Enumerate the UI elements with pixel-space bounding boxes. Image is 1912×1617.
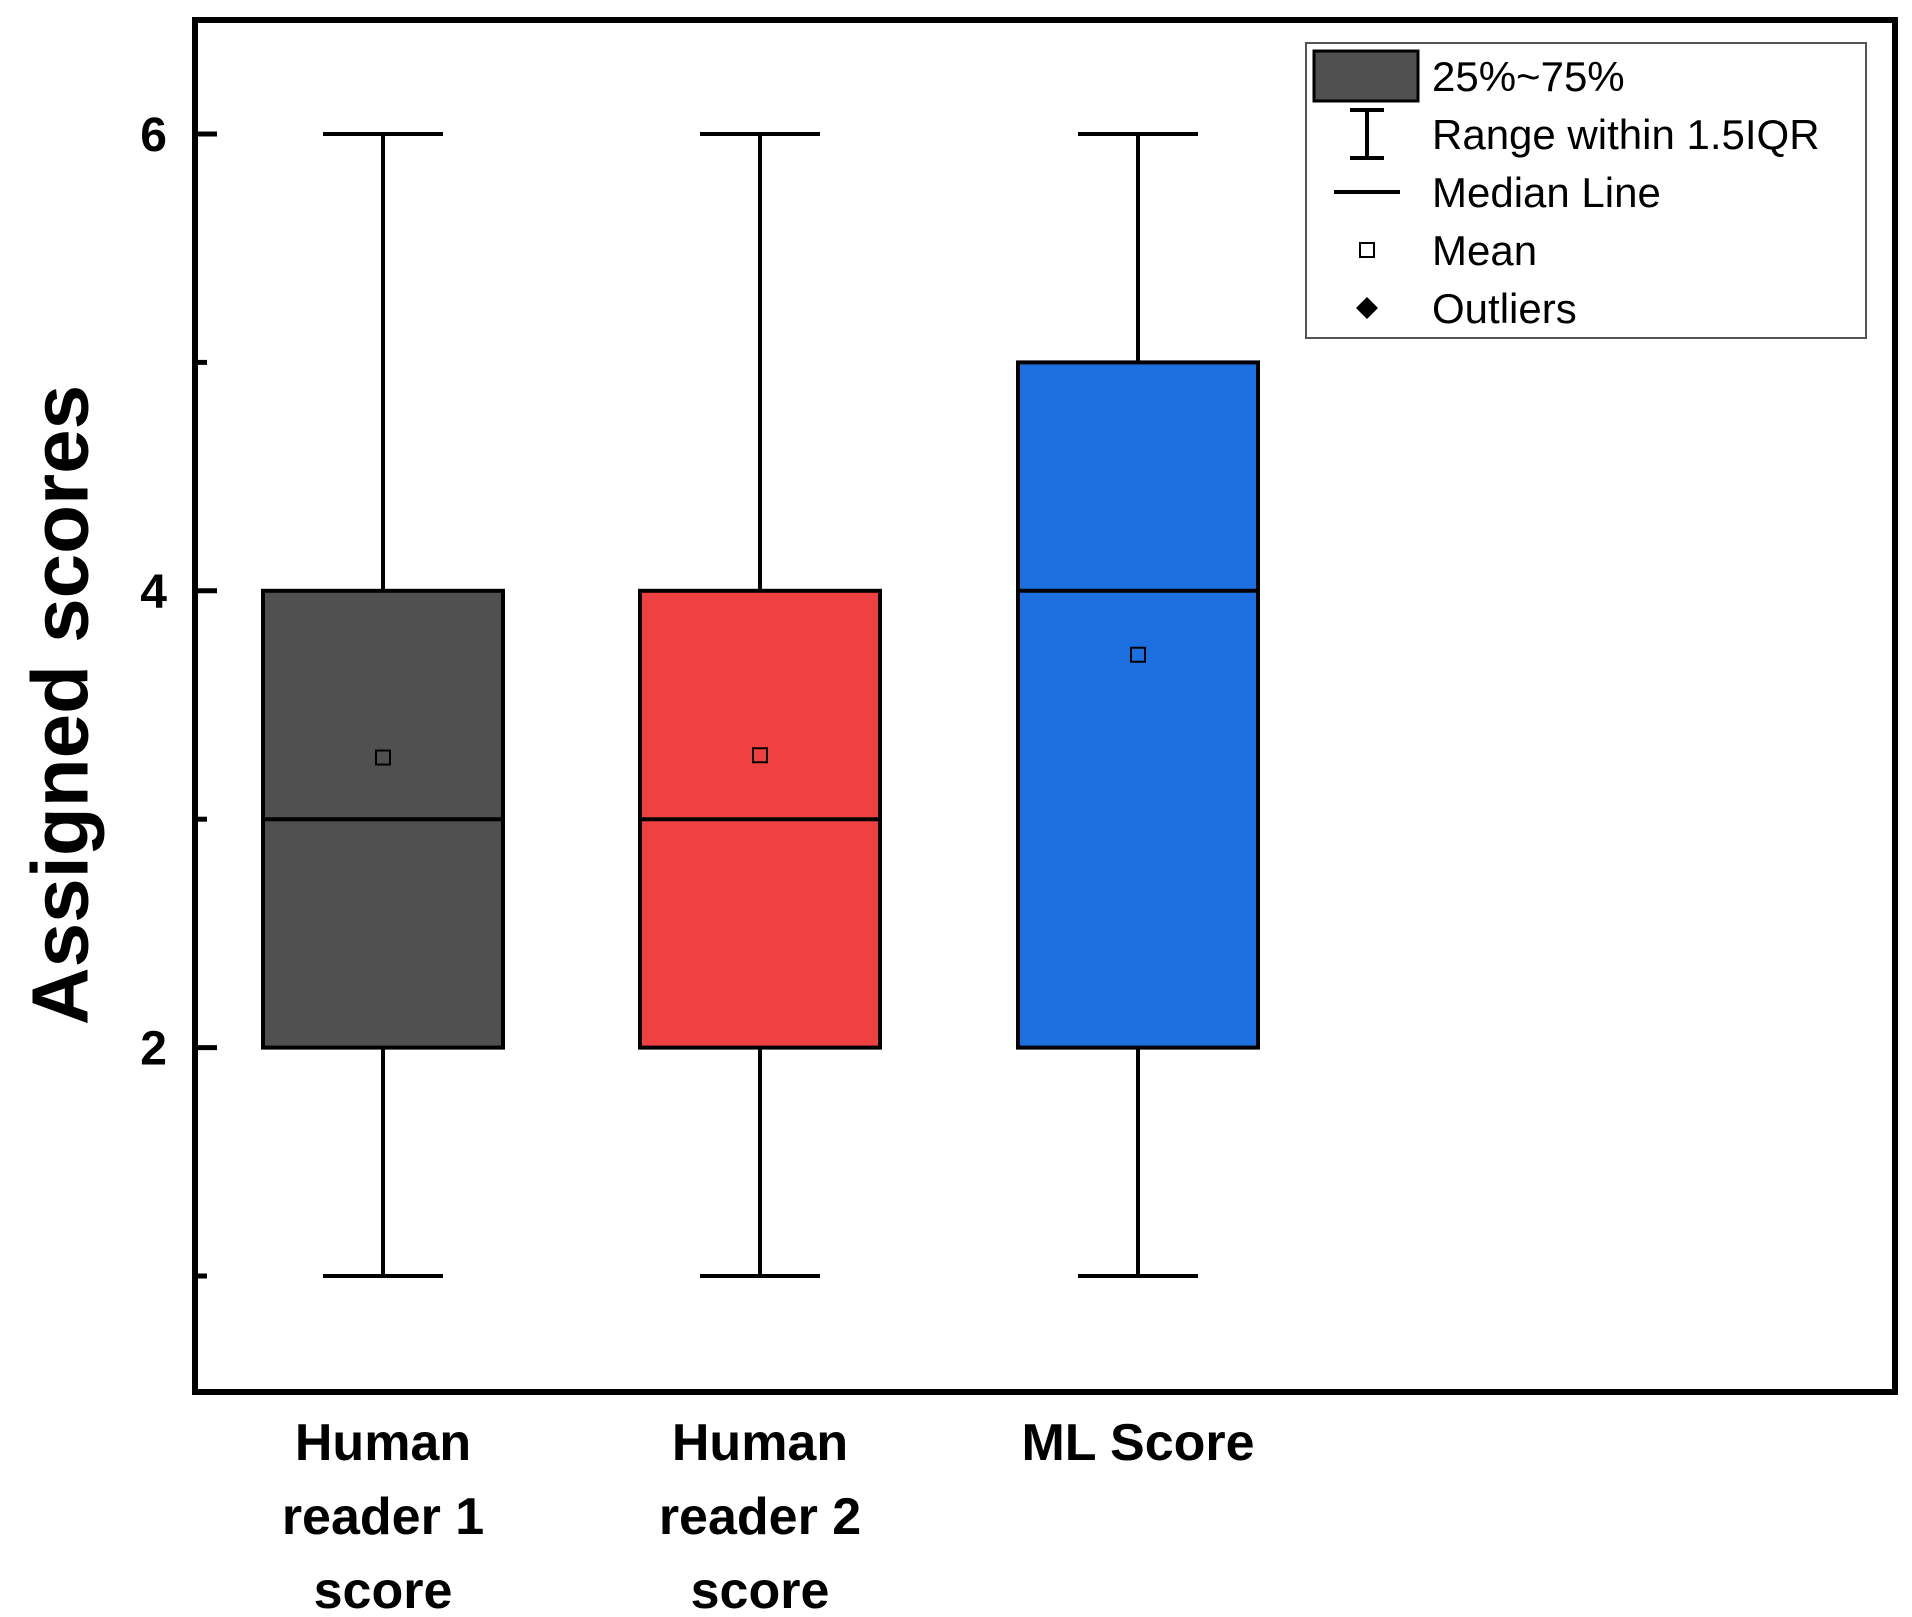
iqr-box [1016, 360, 1260, 1050]
legend-label: Outliers [1432, 285, 1577, 332]
legend-item: 25%~75% [1312, 49, 1625, 103]
y-axis: 2 4 6 [140, 109, 217, 1279]
plot-frame-border [192, 17, 1898, 1395]
x-category-label: ML Score [1021, 1414, 1254, 1472]
x-category-label: reader 2 [659, 1488, 861, 1546]
x-category-label: score [314, 1562, 453, 1617]
x-category-label: score [691, 1562, 830, 1617]
legend: 25%~75% Range within 1.5IQR Median Line Mea… [1305, 42, 1867, 339]
x-category-label: Human [672, 1414, 848, 1472]
plot-frame [192, 17, 1898, 1395]
mean-marker [752, 747, 768, 764]
legend-label: Median Line [1432, 169, 1661, 216]
y-tick-label: 6 [140, 109, 167, 162]
legend-label: 25%~75% [1432, 53, 1625, 100]
legend-mean-square-icon [1359, 242, 1375, 258]
legend-item: Median Line [1334, 169, 1661, 216]
boxes [261, 132, 1260, 1278]
x-category-label: Human [295, 1414, 471, 1472]
x-category-label: reader 1 [282, 1488, 484, 1546]
box-1 [261, 132, 505, 1278]
legend-item: Mean [1359, 227, 1537, 274]
y-tick-label: 4 [140, 566, 167, 619]
y-tick-label: 2 [140, 1023, 167, 1076]
box-3 [1016, 132, 1260, 1278]
legend-box-swatch-icon [1312, 49, 1420, 103]
legend-outlier-diamond-icon [1356, 297, 1378, 319]
mean-marker [375, 749, 391, 766]
legend-label: Range within 1.5IQR [1432, 111, 1820, 158]
y-axis-title: Assigned scores [16, 385, 105, 1025]
x-axis-labels: Human reader 1 score Human reader 2 score ML S… [282, 1414, 1255, 1617]
legend-label: Mean [1432, 227, 1537, 274]
box-2 [638, 132, 882, 1278]
legend-item: Range within 1.5IQR [1350, 108, 1820, 160]
mean-marker [1130, 646, 1146, 663]
legend-item: Outliers [1356, 285, 1577, 332]
